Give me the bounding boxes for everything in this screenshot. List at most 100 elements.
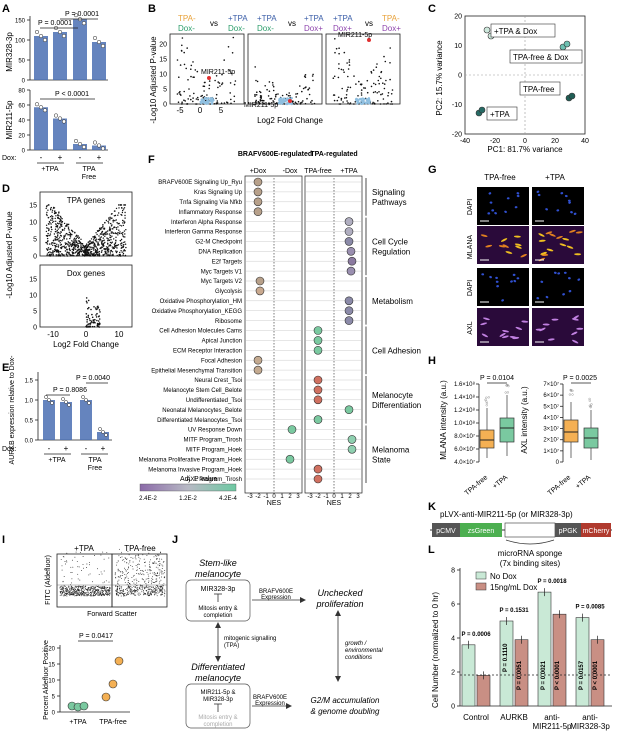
panel-d-top-point [80,251,82,253]
panel-d-top-point [55,220,57,222]
panel-i-flow-point [82,592,84,593]
panel-i-flow-point [94,589,96,590]
panel-i-flow-point [157,554,159,556]
panel-i-flow-point [127,580,129,582]
panel-i-flow-point [125,570,127,572]
panel-i-flow-point [139,569,141,571]
panel-i-flow-point [159,569,161,571]
panel-b-point [337,96,340,99]
panel-i-flow-point [97,594,99,596]
panel-i-flow-point [84,593,86,595]
panel-b-point [267,95,270,97]
panel-d-top-point [52,240,55,242]
panel-b-point [332,77,335,79]
panel-i-flow-point [132,557,134,559]
panel-i-flow-point [156,574,158,576]
panel-i-flow-point [99,593,101,595]
panel-f-category-label: Signaling [372,188,405,197]
panel-i-flow-point [79,589,81,591]
panel-i-flow-xlabel: Forward Scatter [87,611,137,618]
panel-f-pathway-label: Myc Targets V2 [201,279,243,285]
panel-i-flow-point [118,570,120,572]
panel-d-top-point [77,242,79,245]
panel-d-top-point [105,233,107,236]
panel-i-flow-point [68,591,70,593]
panel-i-flow-point [74,591,76,593]
panel-d-top-point [69,233,72,236]
panel-b-point [374,83,377,86]
panel-k-sponge-region [504,522,556,538]
panel-l-ytick: 0 [451,704,455,711]
panel-d-top-point [122,236,125,238]
panel-i-flow-point [134,595,136,596]
panel-i-flow-point [150,594,152,596]
panel-b-point [179,64,182,66]
panel-d-top-point [59,251,62,253]
panel-e-bar [97,432,109,440]
panel-b-point [354,101,357,103]
panel-b-point [378,91,380,93]
panel-f-nes-tick: 0 [272,494,276,500]
panel-g-cell [537,193,541,197]
panel-i-flow-point [60,558,62,560]
panel-g-cell [502,244,509,248]
panel-i-flow-point [109,588,111,590]
panel-f-dot [313,345,323,355]
panel-i-flow-point [135,589,137,591]
panel-b-point [294,101,297,104]
panel-i-flow-point [120,575,122,577]
panel-i-flow-point [146,585,148,587]
panel-i-flow-point [62,591,64,592]
panel-g-cell [551,318,559,321]
panel-l-legend-nodox-swatch [475,571,487,580]
panel-i-flow-point [71,588,73,590]
panel-i-flow-point [155,566,157,568]
panel-d-top-point [106,246,109,248]
panel-i-flow-point [152,579,154,580]
panel-f-dot [344,316,354,325]
panel-b-point [390,100,393,103]
panel-h-right-ytick: 3×10⁷ [543,426,559,433]
panel-d-ylabel: -Log10 Adjusted P-value [5,211,14,299]
panel-b-xtick-1: -5 [176,106,184,115]
panel-f-dot [344,227,354,236]
panel-d-top-point [52,254,54,256]
panel-d-top-point [50,231,52,233]
panel-k-part-2: zsGreen [468,528,495,535]
panel-h-left-x2: +TPA [492,474,510,491]
panel-d-bottom-point [90,308,92,311]
panel-i-flow-point [158,589,160,591]
panel-d-top-point [97,238,100,241]
panel-b-point [348,59,351,61]
panel-i-flow-point [102,587,104,589]
panel-d-top-point [84,253,86,255]
panel-d-top-point [123,241,125,244]
panel-d-top-point [66,255,69,257]
panel-b-point [338,103,341,105]
panel-i-flow-point [92,593,94,595]
panel-i-flow-point [83,593,85,595]
panel-b-ns-point [355,97,358,101]
panel-d-top-point [106,233,109,235]
panel-b-point [192,76,194,78]
panel-d-top-point [104,222,106,224]
panel-d-top-point [81,253,84,255]
panel-d-top-point [120,255,122,257]
panel-a-bottom-point [96,143,102,148]
panel-h-right-ytick: 1×10⁷ [543,448,559,455]
panel-i-flow-point [159,562,161,564]
panel-c-ytick: -10 [452,102,462,109]
panel-b-ns-point [367,101,370,104]
panel-g-row-1: DAPI [467,199,474,215]
panel-d-bottom-point [88,325,90,328]
panel-b-point [178,92,180,94]
panel-b-point [301,101,303,104]
panel-d-top-point [120,244,123,247]
panel-l-group-3b: MIR211-5p [533,722,573,731]
panel-d-top-point [50,252,52,254]
panel-a-top-p2: P = 0.0001 [65,11,99,18]
panel-i-flow-point [83,588,85,590]
panel-i-flow-point [98,594,100,596]
panel-d-top-point [108,217,110,219]
panel-i-flow-point [139,588,141,589]
